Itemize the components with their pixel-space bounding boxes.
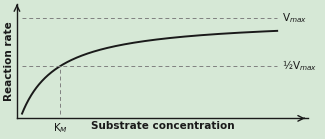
X-axis label: Substrate concentration: Substrate concentration — [91, 121, 234, 131]
Text: K$_{M}$: K$_{M}$ — [53, 121, 68, 135]
Text: V$_{max}$: V$_{max}$ — [282, 12, 307, 25]
Y-axis label: Reaction rate: Reaction rate — [4, 21, 14, 101]
Text: ½V$_{max}$: ½V$_{max}$ — [282, 59, 318, 73]
